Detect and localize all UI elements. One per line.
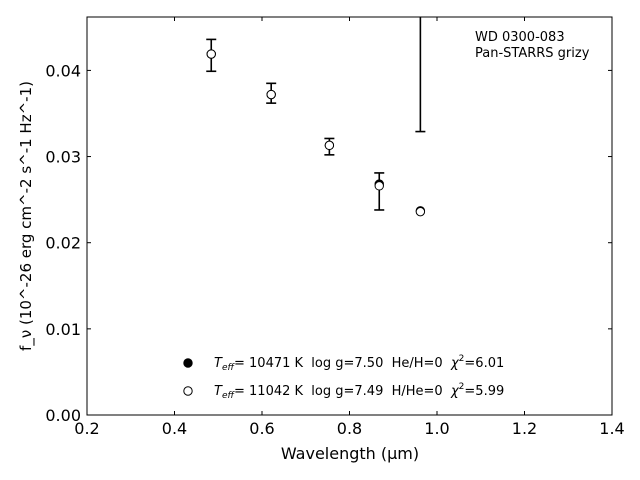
annotation-line-1: WD 0300-083 (475, 30, 565, 45)
axis-ticks: 0.2 0.4 0.6 0.8 1.0 1.2 1.4 0.00 0.01 0.02 0.03 0.0… (45, 17, 625, 438)
y-tick-label: 0.03 (45, 148, 81, 167)
x-tick-label: 0.2 (74, 419, 99, 438)
model-point-open (374, 181, 384, 191)
x-tick-label: 1.0 (424, 419, 449, 438)
y-tick-label: 0.04 (45, 61, 81, 80)
legend-marker-filled (183, 358, 193, 368)
legend-entry-1: Teff= 10471 K log g=7.50 He/H=0 χ2=6.01 (214, 354, 504, 373)
model-point-open (266, 89, 276, 100)
x-tick-label: 0.6 (249, 419, 274, 438)
legend-entry-2: Teff= 11042 K log g=7.49 H/He=0 χ2=5.99 (214, 382, 504, 401)
y-tick-label: 0.01 (45, 320, 81, 339)
model-point-open (206, 49, 216, 59)
x-tick-label: 1.4 (599, 419, 624, 438)
x-tick-label: 0.8 (337, 419, 362, 438)
y-tick-label: 0.02 (45, 234, 81, 253)
legend: Teff= 10471 K log g=7.50 He/H=0 χ2=6.01 … (183, 354, 504, 401)
x-tick-label: 1.2 (512, 419, 537, 438)
y-tick-label: 0.00 (45, 406, 81, 425)
legend-marker-open (183, 386, 193, 396)
x-axis-label: Wavelength (μm) (281, 444, 419, 463)
y-axis-label: f_ν (10^-26 erg cm^-2 s^-1 Hz^-1) (17, 81, 36, 351)
model-point-open (415, 206, 426, 217)
data-points (206, 49, 426, 217)
error-bars (206, 17, 426, 211)
model-point-open (324, 140, 335, 151)
x-tick-label: 0.4 (162, 419, 187, 438)
annotation-line-2: Pan-STARRS grizy (475, 46, 590, 61)
